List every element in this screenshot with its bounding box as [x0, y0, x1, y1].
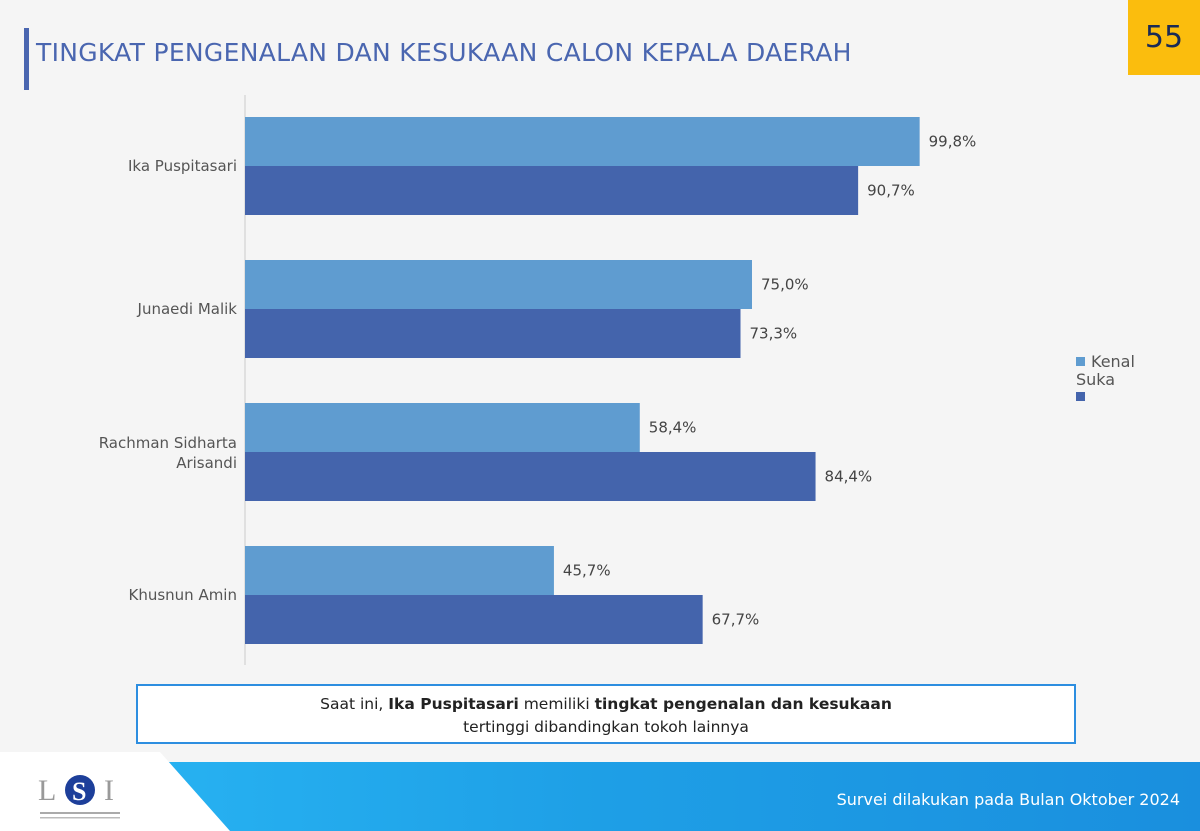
svg-text:I: I	[104, 774, 114, 807]
category-label: Rachman Sidharta Arisandi	[99, 434, 237, 472]
bar-suka	[245, 595, 703, 644]
page-number: 55	[1128, 0, 1200, 75]
data-label: 75,0%	[761, 276, 809, 294]
data-label: 58,4%	[649, 419, 697, 437]
bar-suka	[245, 166, 859, 215]
data-label: 84,4%	[825, 468, 873, 486]
category-label: Junaedi Malik	[137, 300, 238, 318]
note-text: Saat ini,	[320, 695, 389, 713]
note-bold: tingkat pengenalan dan kesukaan	[594, 695, 892, 713]
category-label: Khusnun Amin	[128, 586, 237, 604]
data-label: 45,7%	[563, 562, 611, 580]
bar-kenal	[245, 403, 640, 452]
data-label: 90,7%	[867, 182, 915, 200]
legend-label: Kenal	[1091, 351, 1135, 371]
bar-kenal	[245, 546, 554, 595]
legend-item-kenal: Kenal	[1076, 350, 1135, 372]
legend-label: Suka	[1076, 369, 1116, 389]
bar-suka	[245, 452, 816, 501]
footer-survey-date: Survei dilakukan pada Bulan Oktober 2024	[836, 790, 1180, 809]
note-name: Ika Puspitasari	[388, 695, 519, 713]
svg-text:S: S	[72, 777, 86, 806]
svg-text:L: L	[38, 774, 56, 807]
category-label: Ika Puspitasari	[128, 157, 237, 175]
note-text: memiliki	[518, 695, 595, 713]
conclusion-box: Saat ini, Ika Puspitasari memiliki tingk…	[136, 684, 1076, 744]
legend: Kenal Suka	[1076, 350, 1135, 401]
data-label: 67,7%	[712, 611, 760, 629]
legend-item-suka: Suka	[1076, 369, 1135, 401]
data-label: 99,8%	[929, 133, 977, 151]
title-accent-bar	[24, 28, 29, 90]
page-title: TINGKAT PENGENALAN DAN KESUKAAN CALON KE…	[36, 38, 852, 67]
legend-swatch	[1076, 391, 1085, 401]
data-label: 73,3%	[750, 325, 798, 343]
bar-chart: Ika Puspitasari 99,8% 90,7% Junaedi Malik 75…	[99, 95, 977, 665]
note-text-line2: tertinggi dibandingkan tokoh lainnya	[463, 718, 749, 736]
lsi-logo: L S I	[38, 774, 120, 819]
bar-kenal	[245, 117, 920, 166]
bar-suka	[245, 309, 741, 358]
bar-kenal	[245, 260, 752, 309]
legend-swatch	[1076, 356, 1085, 366]
